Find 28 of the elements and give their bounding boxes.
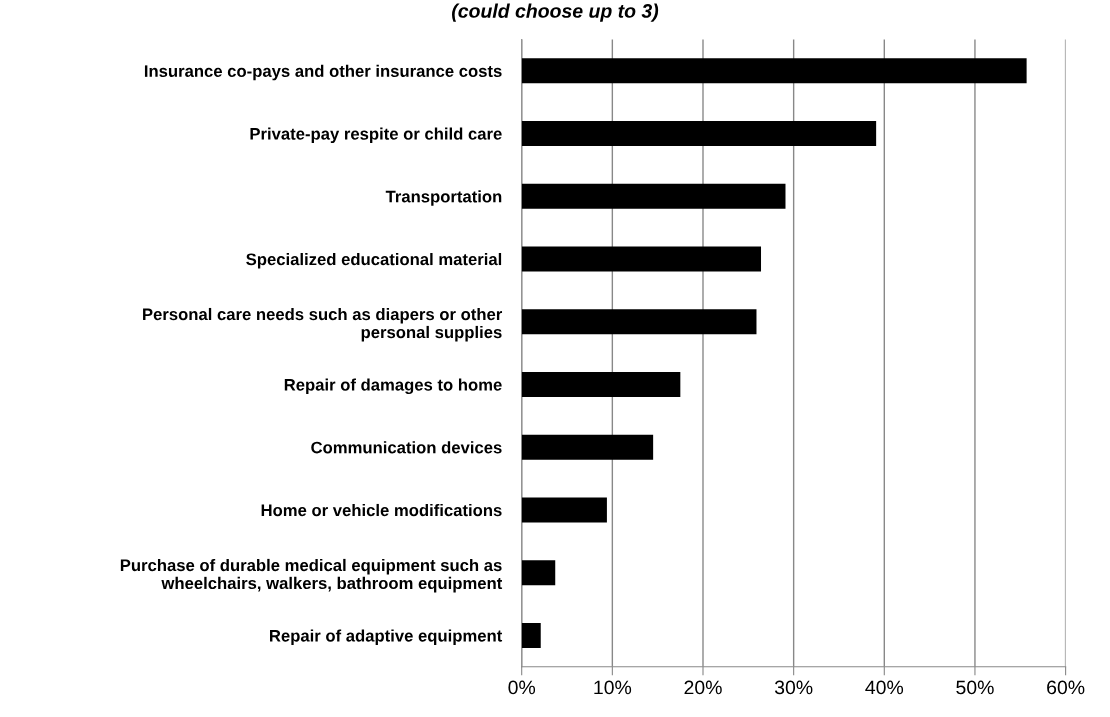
bar xyxy=(521,246,762,272)
y-tick-label: Communication devices xyxy=(311,441,502,454)
x-tick-label: 0% xyxy=(508,680,536,695)
y-tick-label: Repair of damages to home xyxy=(284,378,502,395)
bar xyxy=(521,622,541,648)
y-tick-label: Home or vehicle modifications xyxy=(261,503,502,517)
bar xyxy=(521,309,757,335)
bar xyxy=(521,120,877,147)
y-tick-label: Private-pay respite or child care xyxy=(250,127,502,144)
x-tick-label: 40% xyxy=(865,680,904,695)
y-tick-label: Transportation xyxy=(385,190,502,206)
bar xyxy=(521,58,1027,84)
bar xyxy=(521,497,607,523)
y-tick-label: Personal care needs such as diapers or other personal supplies xyxy=(143,307,503,342)
chart-title: (could choose up to 3) xyxy=(452,3,659,22)
bar xyxy=(521,183,786,209)
bar xyxy=(521,371,681,398)
y-tick-label: Purchase of durable medical equipment such as wheelchairs, walkers, bathroom equipment xyxy=(120,558,503,593)
x-tick-label: 10% xyxy=(594,680,632,695)
x-tick-label: 30% xyxy=(774,680,813,695)
x-tick-label: 60% xyxy=(1047,680,1085,695)
y-tick-label: Insurance co-pays and other insurance costs xyxy=(144,64,502,81)
x-tick-label: 50% xyxy=(956,680,994,695)
y-tick-label: Specialized educational material xyxy=(246,252,502,269)
y-tick-label: Repair of adaptive equipment xyxy=(270,629,503,645)
x-tick-label: 20% xyxy=(684,680,722,695)
bar xyxy=(521,434,654,460)
bar xyxy=(521,560,556,586)
